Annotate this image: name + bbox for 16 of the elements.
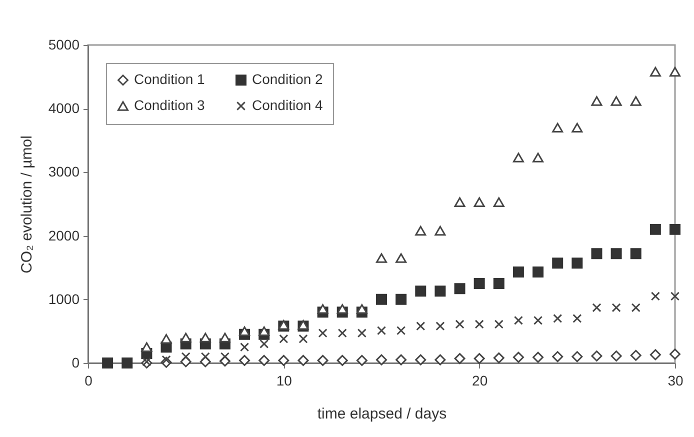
legend-label: Condition 1 (134, 71, 206, 88)
y-axis-title: CO₂ evolution / µmol (18, 136, 36, 274)
legend-label: Condition 4 (252, 97, 324, 113)
x-axis-title: time elapsed / days (317, 406, 447, 422)
x-tick-label: 0 (84, 372, 93, 388)
x-tick-label: 20 (472, 372, 488, 388)
y-tick-label: 0 (72, 354, 80, 370)
y-tick-label: 3000 (48, 164, 80, 180)
legend-label: Condition 2 (252, 71, 324, 88)
x-tick-label: 10 (276, 372, 292, 388)
y-tick-label: 1000 (48, 290, 80, 307)
y-tick-label: 5000 (48, 36, 80, 52)
x-tick-label: 30 (668, 372, 684, 388)
y-tick-label: 4000 (48, 100, 80, 116)
y-tick-label: 2000 (48, 227, 80, 244)
legend-label: Condition 3 (134, 97, 206, 113)
